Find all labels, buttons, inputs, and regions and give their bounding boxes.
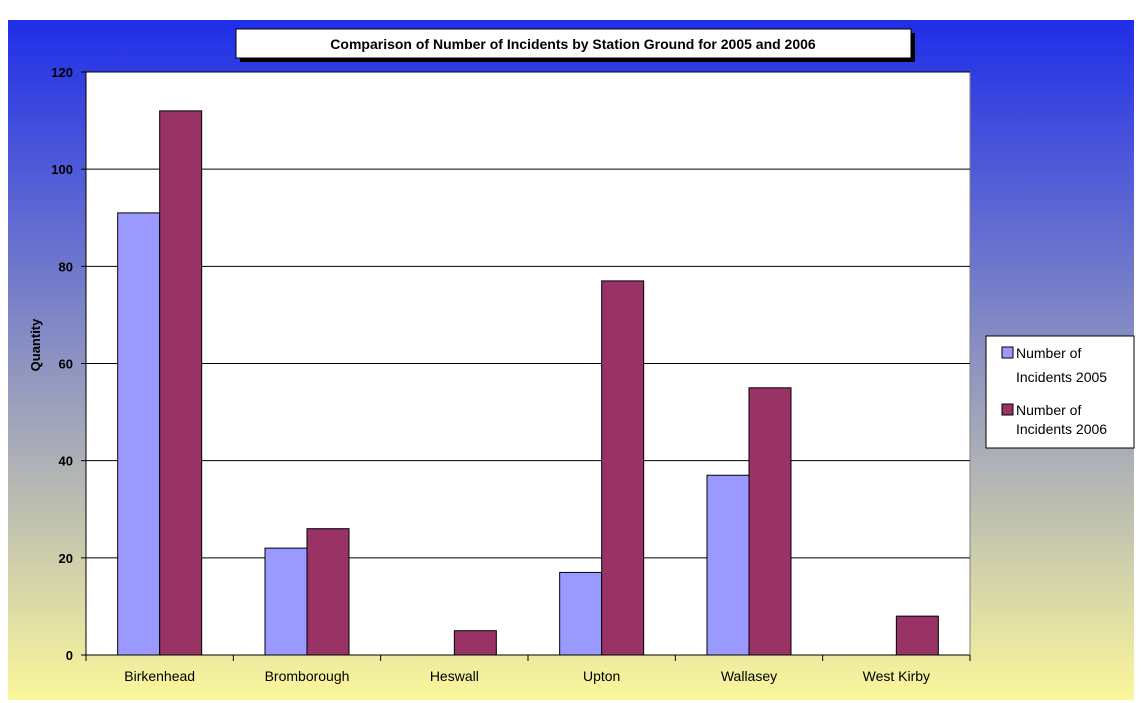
y-tick-label: 60 xyxy=(59,357,73,372)
bar-2006 xyxy=(896,616,938,655)
bar-2006 xyxy=(160,111,202,655)
x-tick-label: Bromborough xyxy=(265,668,350,684)
y-tick-label: 40 xyxy=(59,454,73,469)
bar-2005 xyxy=(118,213,160,655)
x-tick-label: Upton xyxy=(583,668,620,684)
legend-swatch-2006 xyxy=(1002,404,1013,415)
bar-2006 xyxy=(454,631,496,655)
y-tick-label: 120 xyxy=(51,65,73,80)
x-tick-label: Heswall xyxy=(430,668,479,684)
bar-2006 xyxy=(307,529,349,655)
x-tick-label: West Kirby xyxy=(863,668,930,684)
y-axis-label: Quantity xyxy=(28,318,43,371)
y-tick-label: 20 xyxy=(59,551,73,566)
y-tick-label: 80 xyxy=(59,259,73,274)
legend-swatch-2005 xyxy=(1002,347,1013,358)
chart-title: Comparison of Number of Incidents by Sta… xyxy=(330,36,816,52)
bar-2005 xyxy=(265,548,307,655)
y-tick-label: 100 xyxy=(51,162,73,177)
bar-2005 xyxy=(707,475,749,655)
x-tick-label: Wallasey xyxy=(721,668,777,684)
bar-2005 xyxy=(560,572,602,655)
x-tick-label: Birkenhead xyxy=(124,668,195,684)
bar-2006 xyxy=(749,388,791,655)
bar-2006 xyxy=(602,281,644,655)
y-tick-label: 0 xyxy=(66,648,73,663)
legend: Number of Incidents 2005 Number of Incid… xyxy=(986,336,1134,448)
